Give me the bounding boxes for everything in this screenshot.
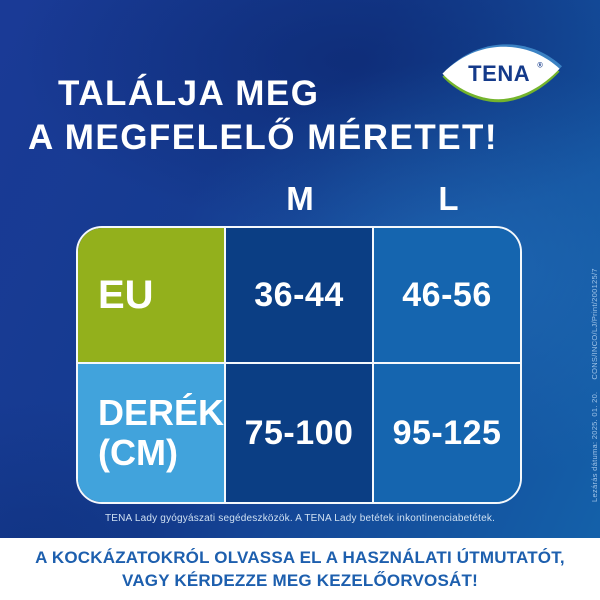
column-header-size-m: M <box>286 180 314 217</box>
footer-warning-line-2: VAGY KÉRDEZZE MEG KEZELŐORVOSÁT! <box>122 571 478 590</box>
tena-logo-text: TENA <box>468 61 530 86</box>
size-table: EU 36-44 46-56 DERÉK (CM) 75-100 95-125 <box>76 226 522 504</box>
side-legal-note: Lezárás dátuma: 2025. 01. 20. CONS/INCO/… <box>590 268 599 502</box>
cell-waist-m-value: 75-100 <box>244 413 354 452</box>
headline-line-2: A MEGFELELŐ MÉRETET! <box>28 118 499 157</box>
footer-band: A KOCKÁZATOKRÓL OLVASSA EL A HASZNÁLATI … <box>0 538 600 600</box>
cell-eu-m-value: 36-44 <box>254 275 344 314</box>
cell-waist-l-value: 95-125 <box>392 413 502 452</box>
tena-logo: TENA ® <box>440 36 562 110</box>
row-label-waist-line1: DERÉK <box>98 391 225 433</box>
cell-waist-l: 95-125 <box>374 364 520 502</box>
registered-mark: ® <box>537 61 543 70</box>
row-label-eu: EU <box>78 228 226 364</box>
cell-eu-l: 46-56 <box>374 228 520 364</box>
headline-line-1: TALÁLJA MEG <box>58 74 320 113</box>
row-label-waist: DERÉK (CM) <box>78 364 226 502</box>
row-label-waist-line2: (CM) <box>98 432 178 473</box>
cell-waist-m: 75-100 <box>226 364 374 502</box>
row-label-eu-text: EU <box>98 272 154 317</box>
cell-eu-l-value: 46-56 <box>402 275 492 314</box>
footer-warning-line-1: A KOCKÁZATOKRÓL OLVASSA EL A HASZNÁLATI … <box>35 548 565 567</box>
cell-eu-m: 36-44 <box>226 228 374 364</box>
tena-leaf-icon: TENA ® <box>442 44 562 103</box>
row-label-waist-text: DERÉK (CM) <box>98 391 225 474</box>
column-header-size-l: L <box>438 180 459 217</box>
product-disclaimer: TENA Lady gyógyászati segédeszközök. A T… <box>104 513 496 524</box>
